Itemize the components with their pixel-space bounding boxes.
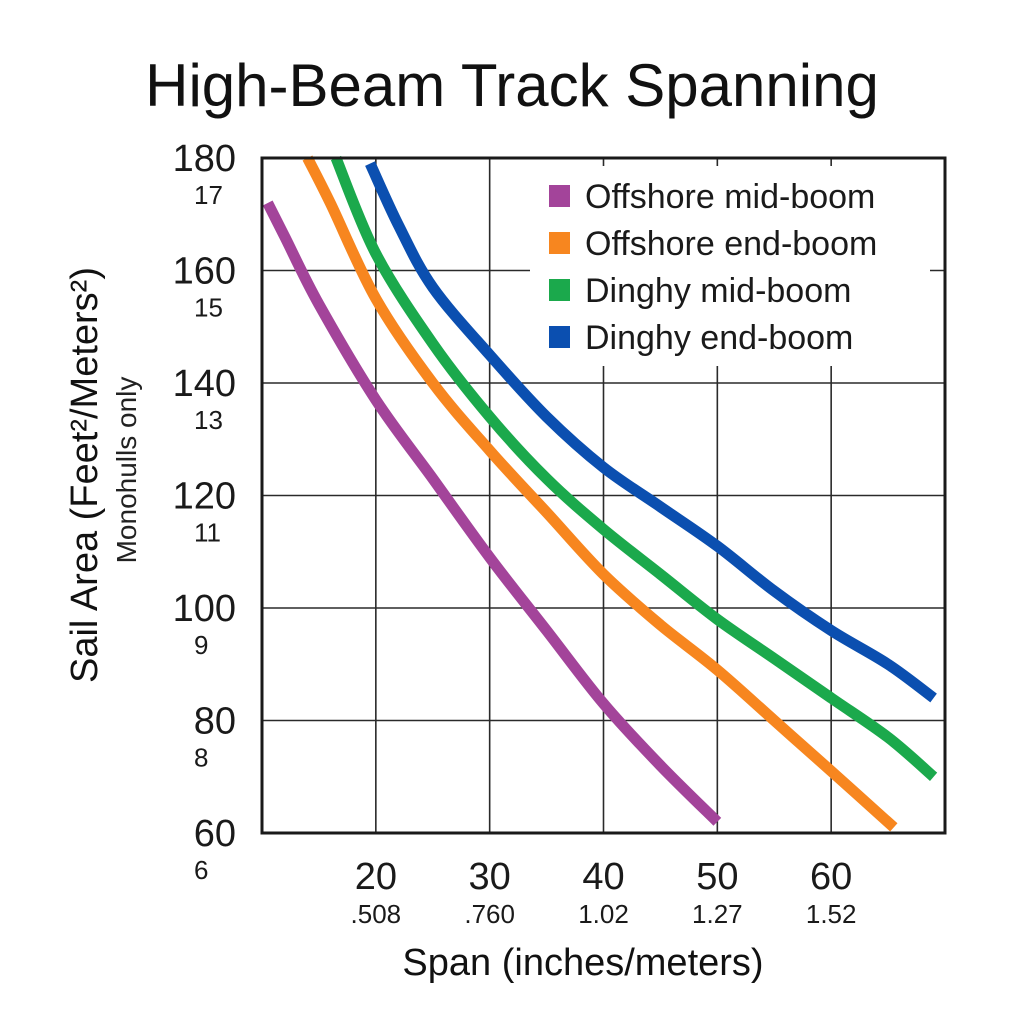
y-tick-sublabel: 6 [194, 855, 208, 885]
legend-swatch [549, 232, 570, 254]
series-line-3 [330, 155, 938, 781]
y-tick-sublabel: 11 [194, 518, 221, 548]
chart-title: High-Beam Track Spanning [145, 52, 879, 119]
x-tick-sublabel: .508 [351, 899, 402, 929]
y-tick-sublabel: 13 [194, 405, 223, 435]
legend-swatch [549, 326, 570, 348]
y-tick-label: 180 [173, 138, 236, 180]
y-axis-label: Sail Area (Feet²/Meters²) [64, 267, 106, 683]
x-tick-sublabel: 1.02 [578, 899, 629, 929]
y-tick-sublabel: 8 [194, 743, 208, 773]
x-tick-sublabel: 1.52 [806, 899, 857, 929]
legend-label: Dinghy end-boom [585, 319, 853, 357]
y-tick-sublabel: 15 [194, 293, 223, 323]
y-tick-label: 120 [173, 476, 236, 518]
x-tick-label: 30 [469, 856, 511, 898]
x-tick-label: 50 [696, 856, 738, 898]
legend: Offshore mid-boom Offshore end-boom Dinghy… [530, 166, 930, 366]
plot-frame [260, 156, 947, 835]
x-tick-sublabel: .760 [464, 899, 515, 929]
y-tick-sublabel: 9 [194, 630, 208, 660]
legend-swatch [549, 185, 570, 207]
x-tick-label: 20 [355, 856, 397, 898]
y-tick-label: 140 [173, 363, 236, 405]
legend-label: Offshore end-boom [585, 225, 877, 263]
series-line-4 [365, 161, 937, 703]
x-tick-label: 40 [582, 856, 624, 898]
y-tick-label: 60 [194, 813, 236, 855]
series-line-1 [262, 200, 722, 826]
legend-label: Dinghy mid-boom [585, 272, 851, 310]
x-axis-label: Span (inches/meters) [402, 942, 763, 984]
y-tick-sublabel: 17 [194, 180, 223, 210]
x-tick-label: 60 [810, 856, 852, 898]
y-tick-label: 160 [173, 251, 236, 293]
y-tick-label: 100 [173, 588, 236, 630]
legend-label: Offshore mid-boom [585, 178, 875, 216]
y-axis-note: Monohulls only [111, 377, 142, 564]
series-line-2 [302, 155, 898, 832]
x-axis-ticks: 20.508 30.760 401.02 501.27 601.52 [351, 856, 857, 929]
series-lines [262, 155, 938, 832]
y-tick-label: 80 [194, 701, 236, 743]
legend-background [530, 166, 930, 366]
legend-swatch [549, 279, 570, 301]
x-tick-sublabel: 1.27 [692, 899, 743, 929]
